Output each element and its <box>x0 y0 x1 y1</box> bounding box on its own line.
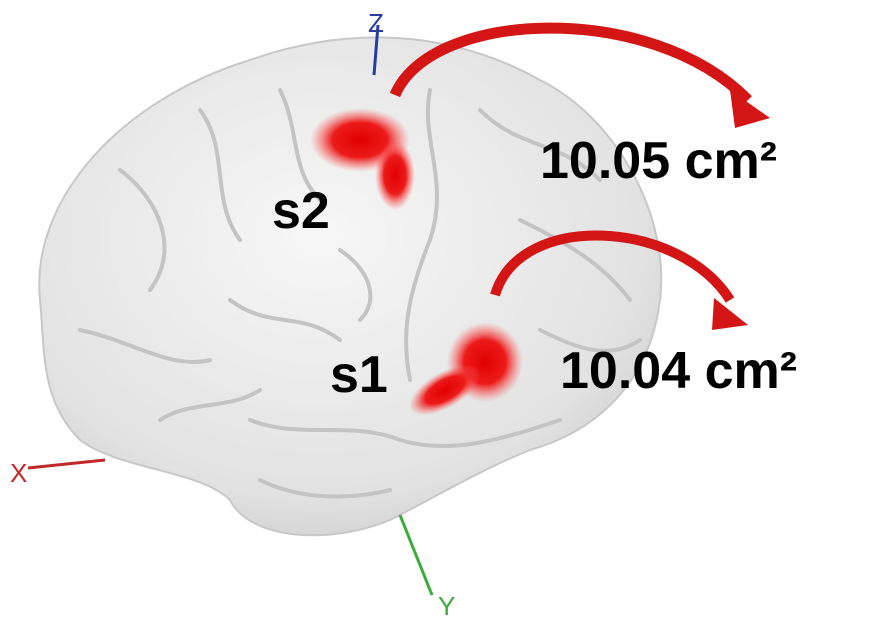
region-label: s2 <box>272 182 330 240</box>
axis-label: Y <box>438 591 455 621</box>
region-label: s1 <box>330 346 388 404</box>
axis-label: Z <box>368 8 384 38</box>
area-label: 10.04 cm² <box>560 342 797 400</box>
area-label: 10.05 cm² <box>540 132 777 190</box>
axis-label: X <box>10 458 27 488</box>
figure: X Y Z s2 10.05 cm² s1 10.04 cm² <box>0 0 890 629</box>
